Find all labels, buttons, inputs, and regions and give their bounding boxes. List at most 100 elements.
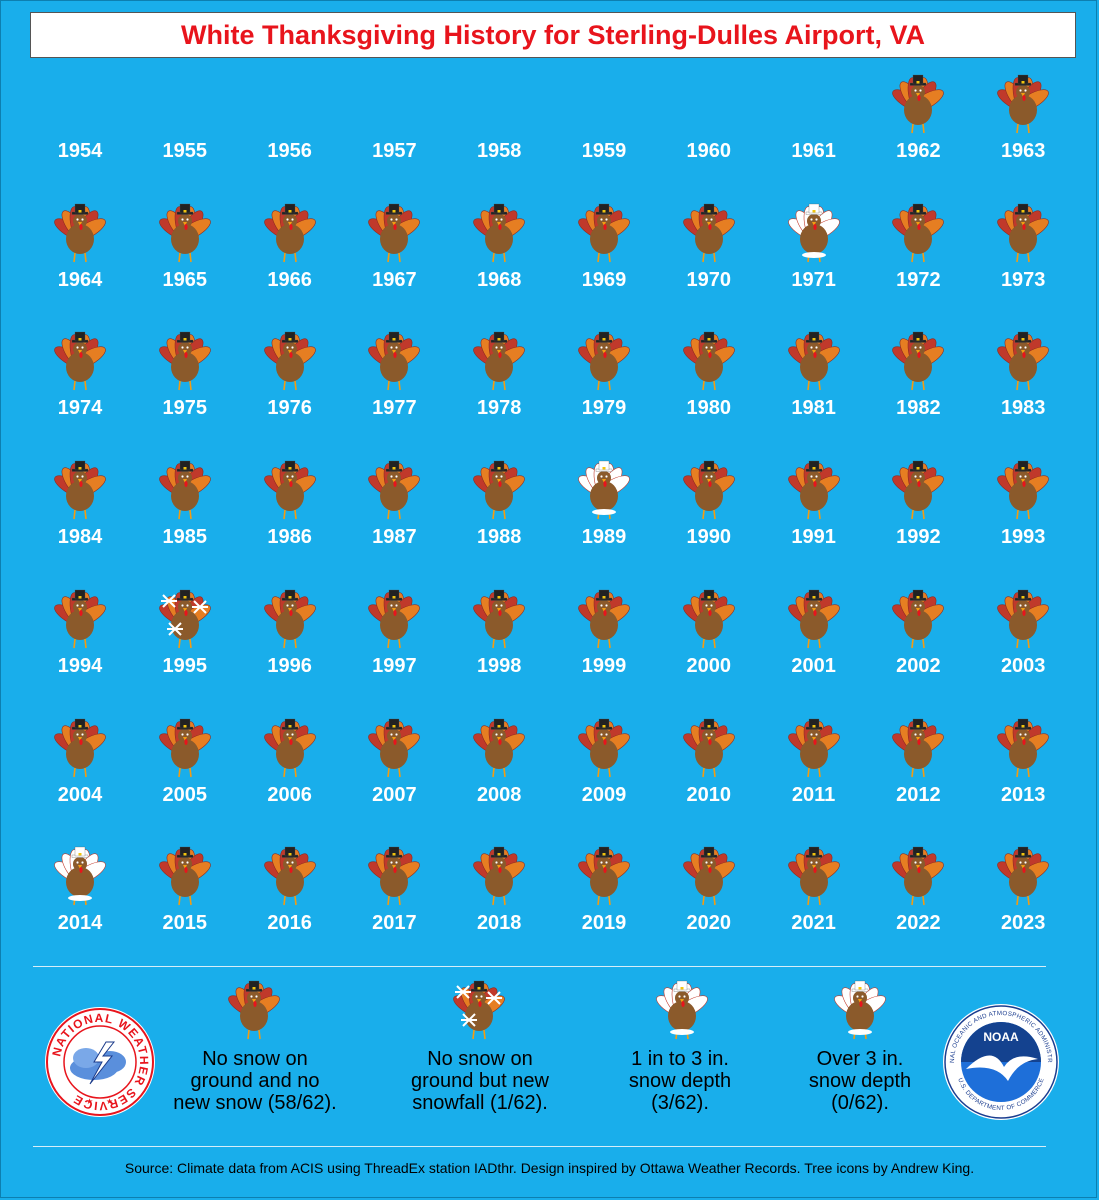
year-label: 1977 xyxy=(372,397,417,420)
turkey-icon xyxy=(892,332,945,391)
year-cell: 2011 xyxy=(764,716,864,836)
year-label: 1987 xyxy=(372,526,417,549)
year-label: 1999 xyxy=(581,654,627,677)
year-label: 1957 xyxy=(372,140,417,162)
turkey-icon xyxy=(683,332,735,391)
year-cell: 2014 xyxy=(30,844,130,964)
year-label: 1969 xyxy=(581,268,627,291)
year-cell: 1990 xyxy=(659,458,759,578)
year-label: 2013 xyxy=(1000,783,1046,806)
year-cell: 1970 xyxy=(659,201,759,321)
year-cell: 1999 xyxy=(554,587,654,707)
year-label: 1976 xyxy=(267,397,312,420)
turkey-icon xyxy=(263,203,316,262)
turkey-icon xyxy=(159,332,211,391)
snowflake-turkey-icon xyxy=(159,589,211,648)
year-cell: 1955 xyxy=(135,72,235,192)
year-label: 1980 xyxy=(686,397,732,420)
year-label: 1974 xyxy=(57,397,103,420)
year-label: 1995 xyxy=(162,654,208,677)
turkey-icon xyxy=(54,589,106,648)
turkey-icon xyxy=(683,847,735,906)
turkey-icon xyxy=(263,718,316,777)
year-cell: 1969 xyxy=(554,201,654,321)
year-label: 1963 xyxy=(1000,140,1046,162)
turkey-icon xyxy=(54,203,106,262)
turkey-icon xyxy=(159,460,211,520)
year-cell: 2002 xyxy=(868,587,968,707)
very-snowy-turkey-icon xyxy=(834,980,886,1040)
year-cell: 2009 xyxy=(554,716,654,836)
turkey-icon xyxy=(263,332,316,391)
year-cell: 1989 xyxy=(554,458,654,578)
year-label: 2009 xyxy=(581,783,627,806)
turkey-icon xyxy=(473,203,525,262)
year-label: 1962 xyxy=(896,140,941,162)
year-label: 2010 xyxy=(686,783,732,806)
year-cell: 1971 xyxy=(764,201,864,321)
year-cell: 1974 xyxy=(30,329,130,449)
year-cell: 1964 xyxy=(30,201,130,321)
year-cell: 1998 xyxy=(449,587,549,707)
year-label: 1959 xyxy=(581,140,627,162)
title-box: White Thanksgiving History for Sterling-… xyxy=(30,12,1076,58)
year-label: 1992 xyxy=(896,526,941,549)
year-cell: 2017 xyxy=(344,844,444,964)
year-label: 1998 xyxy=(476,654,522,677)
year-label: 2005 xyxy=(162,783,208,806)
turkey-icon xyxy=(892,74,945,134)
year-cell: 1988 xyxy=(449,458,549,578)
year-cell: 1994 xyxy=(30,587,130,707)
year-label: 1971 xyxy=(791,268,836,291)
year-cell: 1977 xyxy=(344,329,444,449)
year-cell: 2019 xyxy=(554,844,654,964)
turkey-icon xyxy=(54,332,106,391)
year-label: 2007 xyxy=(372,783,417,806)
year-cell: 1979 xyxy=(554,329,654,449)
turkey-icon xyxy=(578,332,630,391)
year-label: 1975 xyxy=(162,397,208,420)
year-label: 1991 xyxy=(791,526,836,549)
year-label: 1970 xyxy=(686,268,732,291)
year-cell: 1956 xyxy=(240,72,340,192)
turkey-icon xyxy=(368,847,421,906)
year-cell: 1959 xyxy=(554,72,654,192)
legend-line: (0/62). xyxy=(831,1092,889,1114)
year-label: 1988 xyxy=(476,526,522,549)
legend-text: No snow on ground and no new snow (58/62). xyxy=(150,1048,360,1114)
year-cell: 2013 xyxy=(973,716,1073,836)
turkey-icon xyxy=(159,847,211,906)
year-cell: 2010 xyxy=(659,716,759,836)
divider-top xyxy=(33,966,1046,967)
year-label: 1955 xyxy=(162,140,208,162)
year-label: 1964 xyxy=(57,268,103,291)
year-label: 2011 xyxy=(791,783,836,806)
turkey-icon xyxy=(368,589,421,648)
turkey-icon xyxy=(683,589,735,648)
year-cell: 2021 xyxy=(764,844,864,964)
year-label: 1966 xyxy=(267,268,312,291)
turkey-icon xyxy=(263,460,316,520)
snowy-turkey-icon xyxy=(787,203,840,262)
year-label: 2003 xyxy=(1000,654,1046,677)
turkey-icon xyxy=(159,203,211,262)
turkey-icon xyxy=(54,718,106,777)
year-label: 1994 xyxy=(57,654,103,677)
year-cell: 1975 xyxy=(135,329,235,449)
year-label: 1981 xyxy=(791,397,836,420)
year-label: 1979 xyxy=(581,397,627,420)
year-label: 1960 xyxy=(686,140,732,162)
year-cell: 2003 xyxy=(973,587,1073,707)
year-label: 1956 xyxy=(267,140,312,162)
year-cell: 2000 xyxy=(659,587,759,707)
legend-line: (3/62). xyxy=(651,1092,709,1114)
year-label: 1985 xyxy=(162,526,208,549)
turkey-icon xyxy=(997,718,1049,777)
year-cell: 1960 xyxy=(659,72,759,192)
year-cell: 1986 xyxy=(240,458,340,578)
legend-line: Over 3 in. xyxy=(816,1048,904,1070)
year-cell: 1984 xyxy=(30,458,130,578)
turkey-icon xyxy=(473,847,525,906)
year-cell: 1983 xyxy=(973,329,1073,449)
year-cell: 1966 xyxy=(240,201,340,321)
